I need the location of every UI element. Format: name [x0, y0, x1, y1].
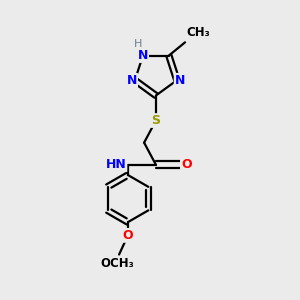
Text: N: N: [175, 74, 185, 87]
Text: N: N: [138, 49, 148, 62]
Text: N: N: [127, 74, 137, 87]
Text: O: O: [181, 158, 191, 171]
Text: S: S: [152, 114, 160, 127]
Text: O: O: [123, 229, 133, 242]
Text: OCH₃: OCH₃: [101, 257, 134, 271]
Text: HN: HN: [106, 158, 126, 171]
Text: H: H: [134, 39, 143, 50]
Text: CH₃: CH₃: [187, 26, 210, 39]
